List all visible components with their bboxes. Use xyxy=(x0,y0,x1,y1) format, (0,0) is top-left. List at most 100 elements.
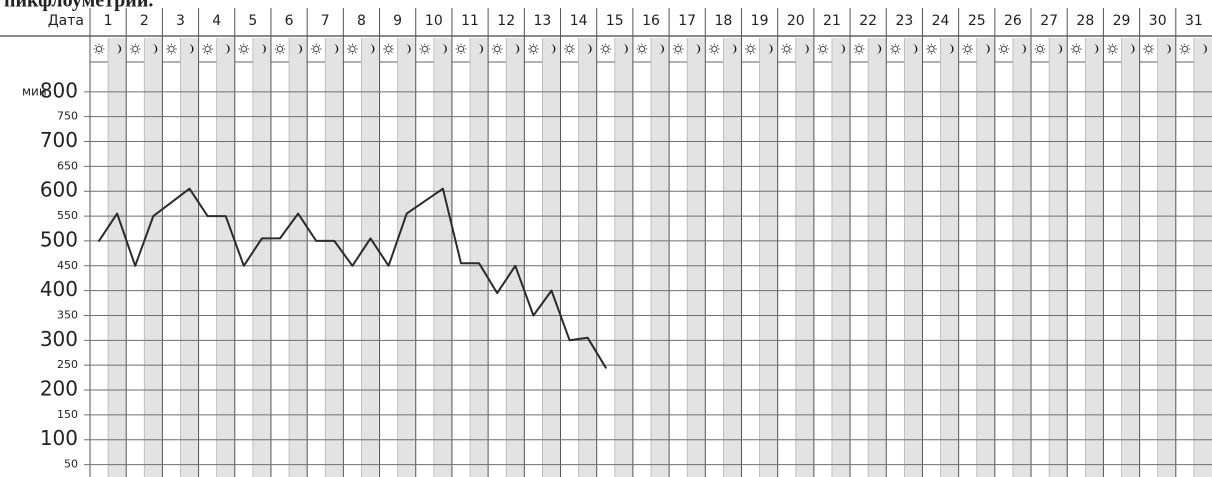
moon-icon xyxy=(188,44,194,54)
sun-ray xyxy=(420,44,423,47)
sun-ray xyxy=(855,51,857,54)
sun-ray xyxy=(565,51,568,54)
moon-icon xyxy=(659,44,665,54)
sun-ray xyxy=(710,51,713,54)
day-label: 23 xyxy=(895,13,913,29)
sun-ray xyxy=(969,51,972,54)
sun-ray xyxy=(312,44,314,47)
evening-shade xyxy=(904,38,923,477)
sun-icon xyxy=(95,45,103,53)
sun-ray xyxy=(1006,44,1008,47)
sun-ray xyxy=(601,51,604,54)
sun-ray xyxy=(1035,51,1038,54)
sun-ray xyxy=(927,44,930,47)
sun-ray xyxy=(529,44,532,47)
sun-icon xyxy=(711,45,718,53)
sun-ray xyxy=(535,51,538,54)
y-axis-label: мин xyxy=(22,85,47,99)
sun-ray xyxy=(456,51,459,54)
sun-ray xyxy=(1114,44,1117,47)
peak-flow-line xyxy=(98,187,607,369)
evening-shade xyxy=(868,38,887,477)
moon-icon xyxy=(1057,44,1063,54)
sun-ray xyxy=(209,51,212,54)
sun-ray xyxy=(1072,51,1075,54)
evening-shade xyxy=(216,38,235,477)
sun-ray xyxy=(239,44,242,47)
day-label: 12 xyxy=(497,13,515,29)
sun-ray xyxy=(1150,51,1153,54)
sun-ray xyxy=(891,51,894,54)
sun-ray xyxy=(825,51,828,54)
evening-shade xyxy=(542,38,561,477)
sun-ray xyxy=(493,44,495,47)
day-label: 28 xyxy=(1076,13,1094,29)
sun-ray xyxy=(348,51,351,54)
sun-ray xyxy=(818,51,821,54)
day-label: 13 xyxy=(534,13,552,29)
sun-ray xyxy=(710,44,713,47)
sun-ray xyxy=(390,51,393,54)
sun-ray xyxy=(716,51,719,54)
day-label: 15 xyxy=(606,13,624,29)
sun-icon xyxy=(747,45,754,53)
day-label: 29 xyxy=(1113,13,1131,29)
sun-ray xyxy=(354,51,357,54)
sun-ray xyxy=(752,51,755,54)
sun-ray xyxy=(499,44,502,47)
y-tick-label: 600 xyxy=(40,178,78,202)
sun-ray xyxy=(746,44,749,47)
sun-ray xyxy=(275,44,278,47)
moon-icon xyxy=(731,44,737,54)
sun-icon xyxy=(1037,45,1044,53)
moon-icon xyxy=(152,44,158,54)
day-label: 11 xyxy=(461,13,479,29)
moon-icon xyxy=(1129,44,1135,54)
day-label: 24 xyxy=(932,13,950,29)
moon-icon xyxy=(1165,44,1171,54)
sun-ray xyxy=(137,44,140,47)
evening-shade xyxy=(651,38,670,477)
moon-icon xyxy=(260,44,266,54)
moon-icon xyxy=(478,44,484,54)
sun-ray xyxy=(1114,51,1117,54)
moon-icon xyxy=(1201,44,1207,54)
y-tick-label: 400 xyxy=(40,277,78,301)
day-label: 30 xyxy=(1149,13,1167,29)
sun-ray xyxy=(818,44,821,47)
sun-ray xyxy=(999,44,1002,47)
sun-icon xyxy=(1109,45,1116,53)
moon-icon xyxy=(441,44,447,54)
sun-ray xyxy=(1042,44,1045,47)
sun-ray xyxy=(1150,44,1153,47)
sun-ray xyxy=(963,51,966,54)
sun-ray xyxy=(167,44,170,47)
moon-icon xyxy=(948,44,954,54)
moon-icon xyxy=(1020,44,1026,54)
sun-icon xyxy=(964,45,971,53)
y-tick-label: 300 xyxy=(40,327,78,351)
sun-icon xyxy=(132,45,139,53)
moon-icon xyxy=(767,44,773,54)
day-label: 27 xyxy=(1040,13,1058,29)
moon-icon xyxy=(695,44,701,54)
sun-ray xyxy=(782,44,785,47)
sun-ray xyxy=(999,51,1002,54)
sun-ray xyxy=(239,51,242,54)
sun-ray xyxy=(1108,51,1111,54)
sun-icon xyxy=(385,45,392,53)
evening-shade xyxy=(976,38,995,477)
evening-shade xyxy=(470,38,489,477)
sun-ray xyxy=(571,51,574,54)
sun-icon xyxy=(566,45,573,53)
sun-ray xyxy=(825,44,828,47)
sun-ray xyxy=(1078,44,1081,47)
sun-icon xyxy=(675,45,682,53)
sun-icon xyxy=(1145,45,1152,53)
sun-ray xyxy=(94,51,97,54)
evening-shade xyxy=(831,38,851,477)
sun-ray xyxy=(861,44,864,47)
sun-ray xyxy=(1180,51,1183,54)
